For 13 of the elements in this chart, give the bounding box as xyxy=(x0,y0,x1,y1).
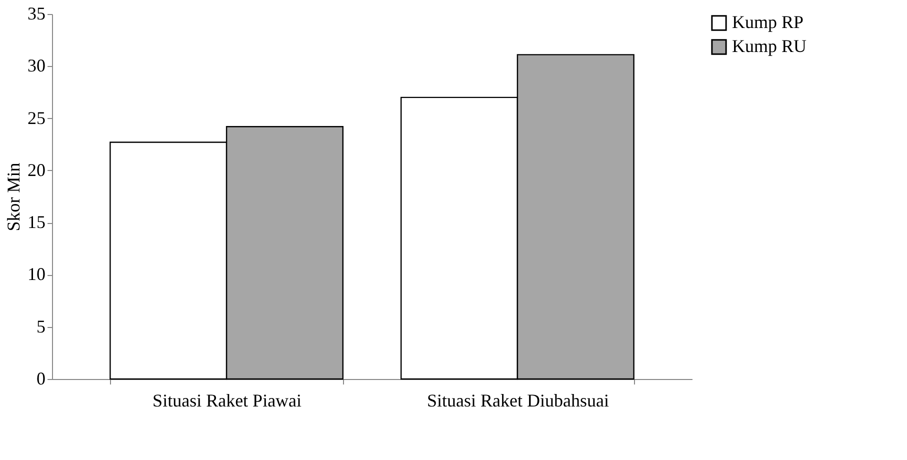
y-tick-label: 0 xyxy=(36,368,46,388)
y-tick-label: 10 xyxy=(28,264,46,284)
x-tick-label: Situasi Raket Piawai xyxy=(152,390,302,410)
y-axis-title: Skor Min xyxy=(4,162,24,232)
x-tick-label: Situasi Raket Diubahsuai xyxy=(426,390,609,410)
y-tick-label: 35 xyxy=(28,4,46,24)
y-tick-label: 5 xyxy=(36,316,46,336)
y-tick-label: 25 xyxy=(28,108,46,128)
y-tick-label: 15 xyxy=(28,212,46,232)
y-tick-label: 20 xyxy=(28,160,46,180)
legend-label: Kump RP xyxy=(732,12,804,32)
legend-label: Kump RU xyxy=(732,36,807,56)
y-tick-label: 30 xyxy=(28,56,46,76)
